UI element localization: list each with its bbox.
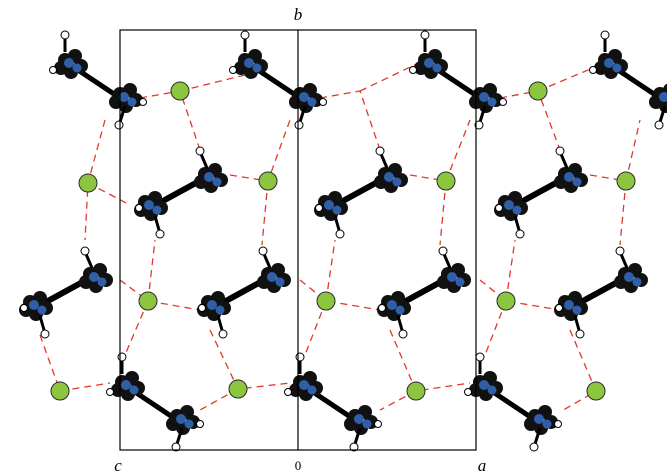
origin-label: 0 (295, 458, 302, 473)
axis-label-a: a (478, 456, 487, 475)
chloride-ions (51, 82, 635, 400)
axis-label-b: b (294, 5, 303, 24)
crystal-packing-diagram: b c 0 a (0, 0, 667, 476)
axis-label-c: c (114, 456, 122, 475)
molecules (19, 31, 667, 451)
